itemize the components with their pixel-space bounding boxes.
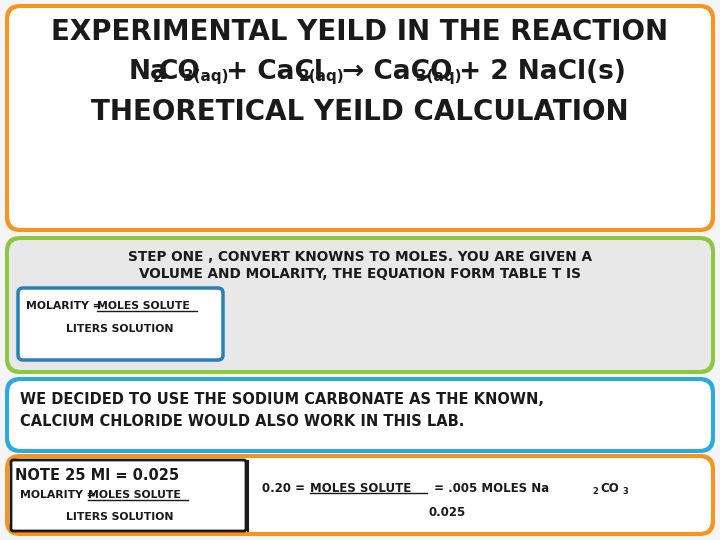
Text: CALCIUM CHLORIDE WOULD ALSO WORK IN THIS LAB.: CALCIUM CHLORIDE WOULD ALSO WORK IN THIS… bbox=[20, 415, 464, 429]
Text: MOLARITY =: MOLARITY = bbox=[26, 301, 105, 311]
Text: = .005 MOLES Na: = .005 MOLES Na bbox=[430, 482, 549, 495]
Text: 2: 2 bbox=[592, 488, 598, 496]
Text: CO: CO bbox=[600, 482, 618, 495]
Text: Na: Na bbox=[129, 59, 168, 85]
Text: MOLES SOLUTE: MOLES SOLUTE bbox=[88, 490, 181, 500]
FancyBboxPatch shape bbox=[5, 454, 715, 536]
Text: MOLES SOLUTE: MOLES SOLUTE bbox=[310, 482, 411, 495]
Text: MOLES SOLUTE: MOLES SOLUTE bbox=[97, 301, 190, 311]
Text: LITERS SOLUTION: LITERS SOLUTION bbox=[66, 324, 174, 334]
Text: + 2 NaCl(s): + 2 NaCl(s) bbox=[450, 59, 626, 85]
Text: STEP ONE , CONVERT KNOWNS TO MOLES. YOU ARE GIVEN A: STEP ONE , CONVERT KNOWNS TO MOLES. YOU … bbox=[128, 250, 592, 264]
FancyBboxPatch shape bbox=[11, 460, 246, 531]
FancyBboxPatch shape bbox=[9, 8, 711, 228]
Text: 3(aq): 3(aq) bbox=[416, 70, 462, 84]
FancyBboxPatch shape bbox=[5, 4, 715, 232]
Text: LITERS SOLUTION: LITERS SOLUTION bbox=[66, 512, 174, 522]
FancyBboxPatch shape bbox=[18, 288, 223, 360]
Text: NOTE 25 Ml = 0.025: NOTE 25 Ml = 0.025 bbox=[15, 468, 179, 483]
Text: 2: 2 bbox=[153, 70, 163, 84]
FancyBboxPatch shape bbox=[9, 381, 711, 449]
Text: 2(aq): 2(aq) bbox=[300, 70, 345, 84]
FancyBboxPatch shape bbox=[5, 236, 715, 374]
Text: THEORETICAL YEILD CALCULATION: THEORETICAL YEILD CALCULATION bbox=[91, 98, 629, 126]
Text: MOLARITY =: MOLARITY = bbox=[20, 490, 99, 500]
Text: 0.20 =: 0.20 = bbox=[262, 482, 309, 495]
Text: EXPERIMENTAL YEILD IN THE REACTION: EXPERIMENTAL YEILD IN THE REACTION bbox=[51, 18, 669, 46]
Text: + CaCl: + CaCl bbox=[217, 59, 323, 85]
Text: CO: CO bbox=[159, 59, 201, 85]
Text: 3: 3 bbox=[622, 488, 628, 496]
Text: → CaCO: → CaCO bbox=[333, 59, 453, 85]
Text: WE DECIDED TO USE THE SODIUM CARBONATE AS THE KNOWN,: WE DECIDED TO USE THE SODIUM CARBONATE A… bbox=[20, 392, 544, 407]
FancyBboxPatch shape bbox=[5, 377, 715, 453]
Text: 3(aq): 3(aq) bbox=[183, 70, 228, 84]
Text: VOLUME AND MOLARITY, THE EQUATION FORM TABLE T IS: VOLUME AND MOLARITY, THE EQUATION FORM T… bbox=[139, 267, 581, 281]
Text: 0.025: 0.025 bbox=[428, 505, 466, 518]
FancyBboxPatch shape bbox=[9, 240, 711, 370]
FancyBboxPatch shape bbox=[9, 458, 711, 532]
